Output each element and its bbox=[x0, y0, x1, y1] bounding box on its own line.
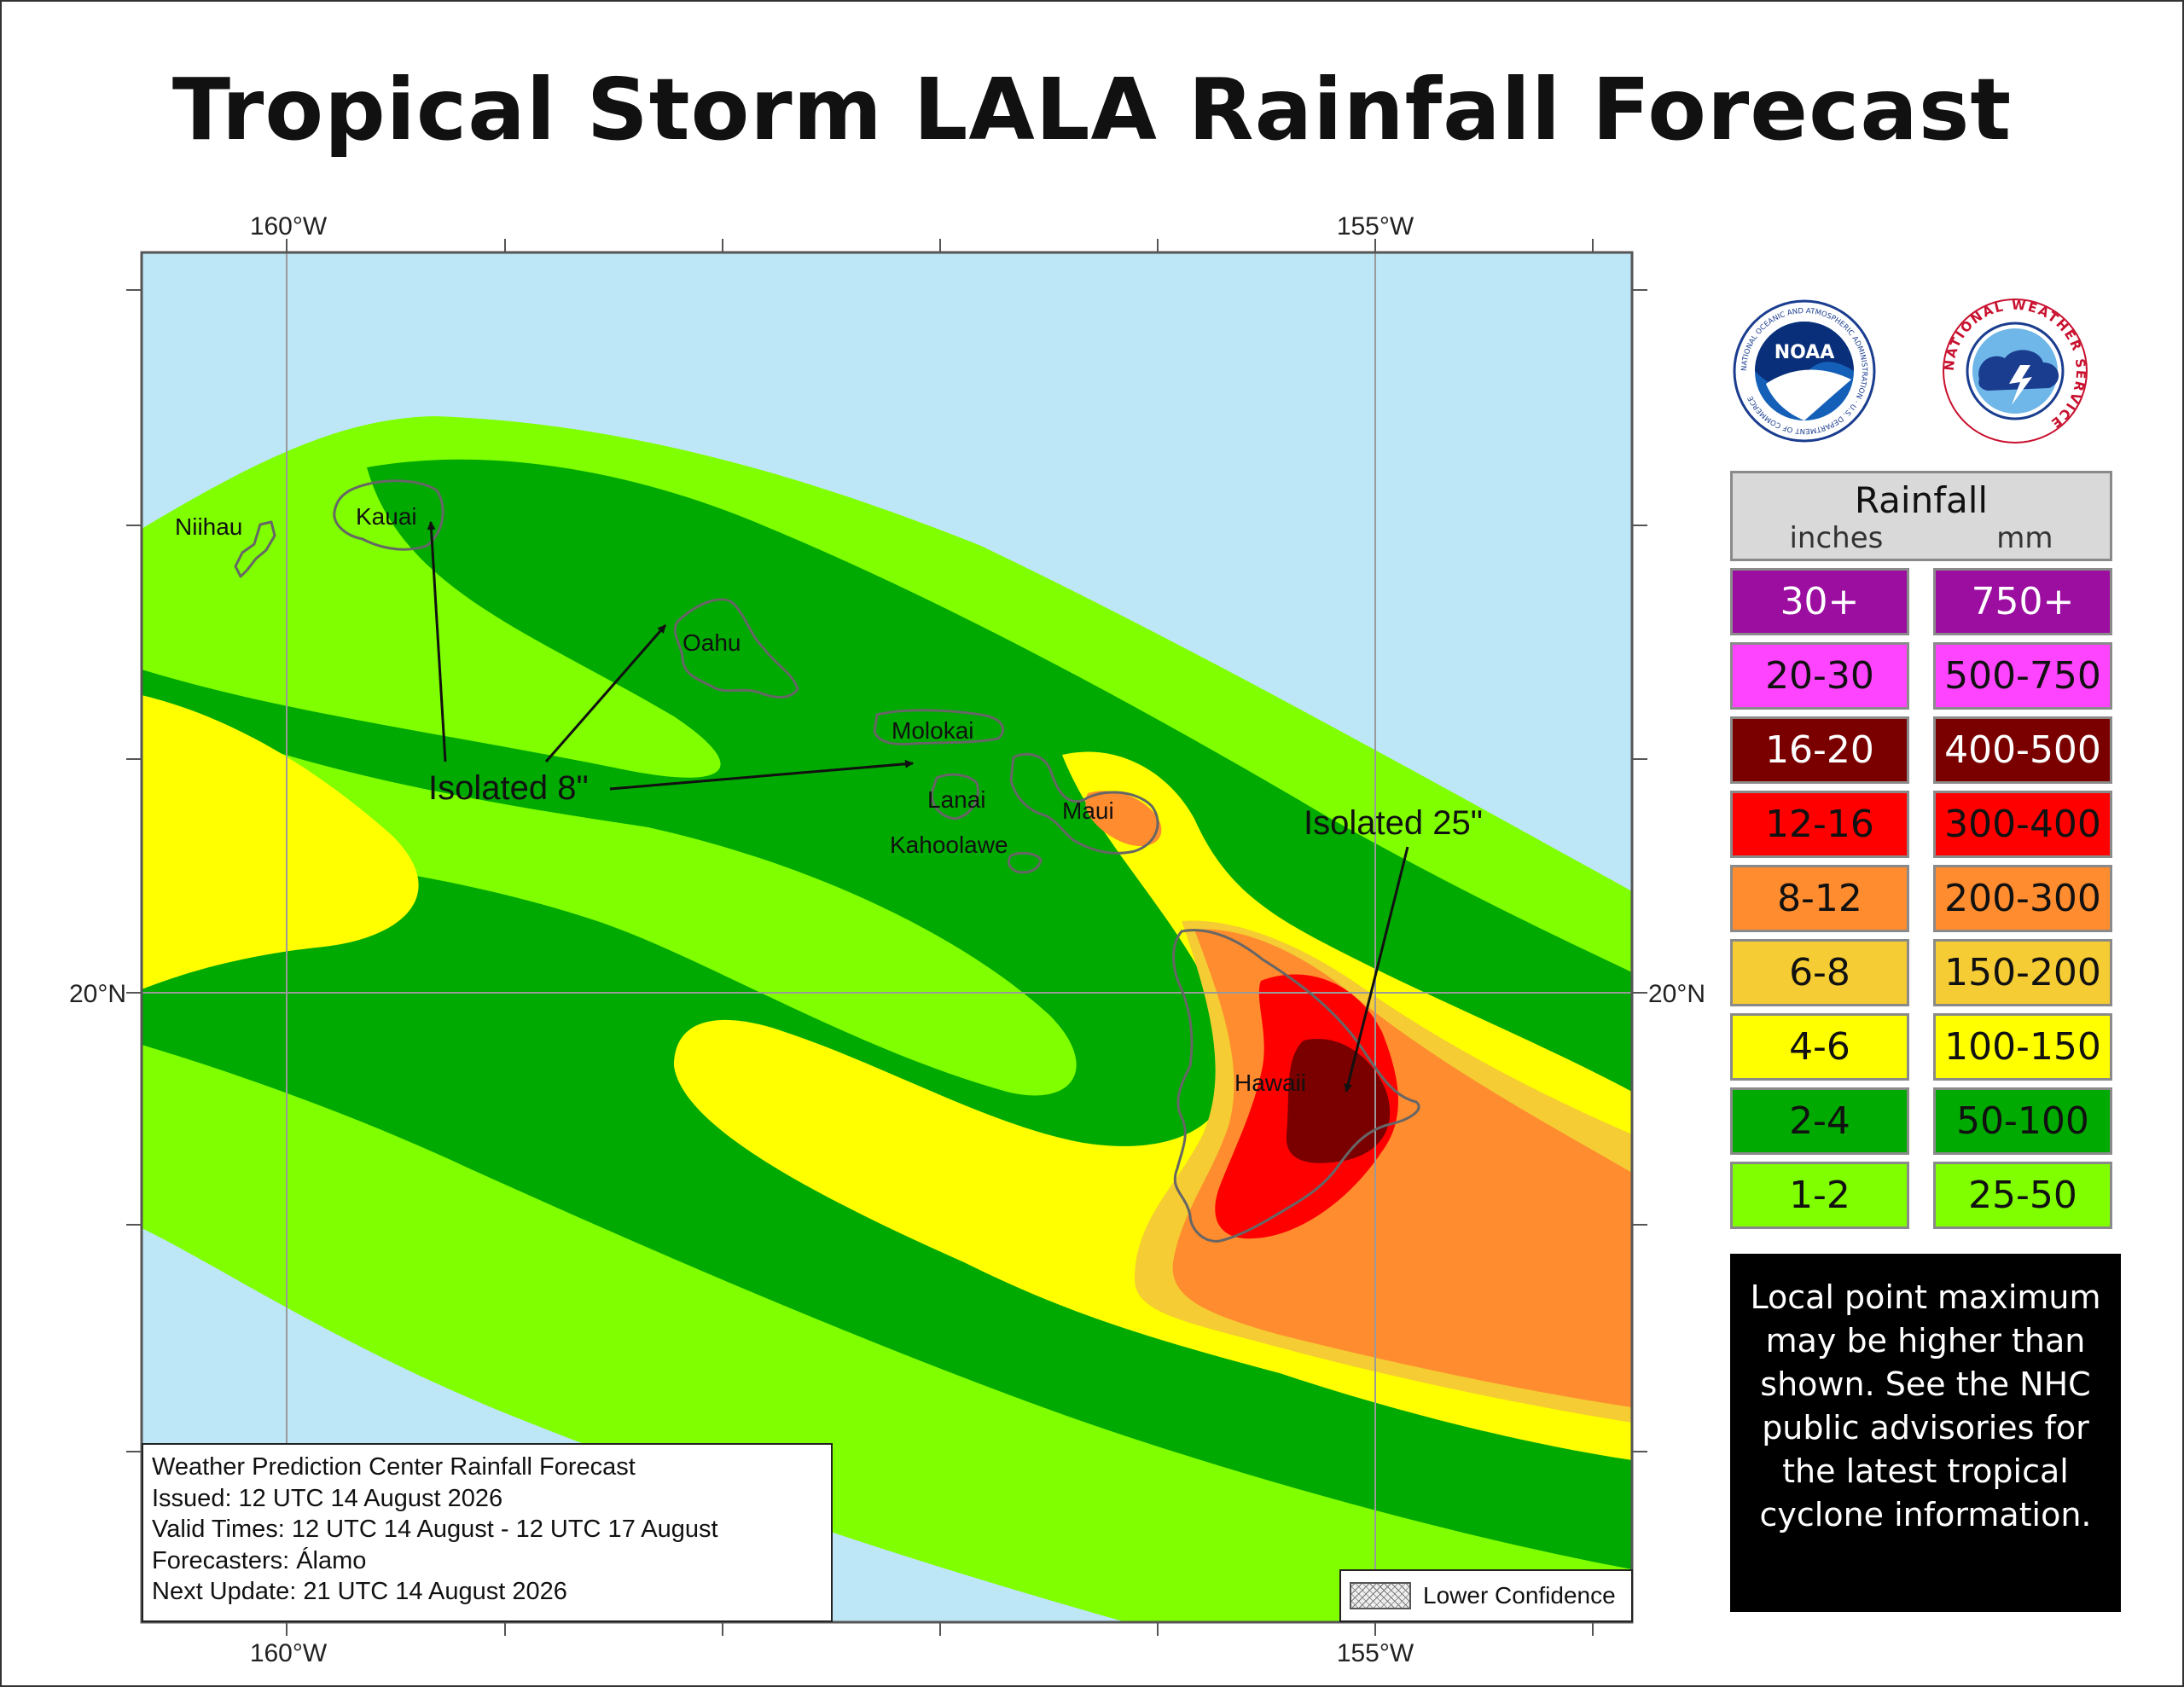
legend-row: 2-4 50-100 bbox=[1730, 1087, 2112, 1155]
legend-row: 1-2 25-50 bbox=[1730, 1162, 2112, 1229]
info-line-product: Weather Prediction Center Rainfall Forec… bbox=[152, 1453, 636, 1481]
island-niihau-outline bbox=[234, 520, 276, 578]
island-lanai-outline bbox=[930, 773, 979, 820]
forecast-info-box: Weather Prediction Center Rainfall Forec… bbox=[142, 1443, 833, 1622]
legend-row: 8-12 200-300 bbox=[1730, 865, 2112, 932]
legend-cell-inches: 20-30 bbox=[1730, 642, 1909, 710]
legend-cell-mm: 100-150 bbox=[1933, 1013, 2112, 1081]
rainfall-legend: Rainfall inches mm 30+ 750+ 20-30 500-750 16… bbox=[1730, 471, 2112, 1229]
legend-cell-inches: 2-4 bbox=[1730, 1087, 1909, 1155]
hatch-swatch bbox=[1350, 1582, 1411, 1609]
legend-cell-inches: 6-8 bbox=[1730, 939, 1909, 1006]
info-line-next-update: Next Update: 21 UTC 14 August 2026 bbox=[152, 1578, 567, 1605]
noaa-logo-text: NOAA bbox=[1774, 342, 1835, 363]
page-title: Tropical Storm LALA Rainfall Forecast bbox=[171, 60, 2013, 159]
legend-cell-inches: 4-6 bbox=[1730, 1013, 1909, 1081]
island-molokai-outline bbox=[873, 709, 1005, 745]
island-hawaii-outline bbox=[1172, 929, 1420, 1243]
annotation-arrows-8 bbox=[427, 521, 914, 791]
island-outlines bbox=[234, 479, 1420, 1243]
legend-row: 6-8 150-200 bbox=[1730, 939, 2112, 1006]
legend-cell-inches: 1-2 bbox=[1730, 1162, 1909, 1229]
legend-cell-inches: 30+ bbox=[1730, 568, 1909, 635]
legend-col-mm: mm bbox=[1996, 521, 2053, 555]
legend-cell-mm: 25-50 bbox=[1933, 1162, 2112, 1229]
legend-cell-mm: 500-750 bbox=[1933, 642, 2112, 710]
legend-cell-inches: 12-16 bbox=[1730, 791, 1909, 858]
rain-band-16-20 bbox=[1286, 1039, 1391, 1163]
island-kauai-outline bbox=[333, 479, 444, 551]
map-ticks bbox=[126, 239, 1647, 1636]
legend-cell-mm: 400-500 bbox=[1933, 716, 2112, 784]
disclaimer-note: Local point maximum may be higher than s… bbox=[1730, 1254, 2121, 1612]
island-maui-outline bbox=[1009, 752, 1159, 855]
lon-label-160w-top: 160°W bbox=[250, 212, 328, 241]
annotation-isolated-8: Isolated 8" bbox=[428, 769, 589, 807]
legend-header: Rainfall inches mm bbox=[1730, 471, 2112, 561]
island-label-kauai: Kauai bbox=[356, 503, 417, 530]
island-label-hawaii: Hawaii bbox=[1234, 1070, 1306, 1096]
legend-rows: 30+ 750+ 20-30 500-750 16-20 400-500 12-16 300-… bbox=[1730, 568, 2112, 1229]
legend-cell-inches: 8-12 bbox=[1730, 865, 1909, 932]
legend-cell-inches: 16-20 bbox=[1730, 716, 1909, 784]
graticule bbox=[142, 252, 1632, 1622]
island-oahu-outline bbox=[673, 598, 799, 699]
map-border bbox=[140, 251, 1634, 1624]
rain-band-1-2-inner bbox=[142, 704, 1077, 1096]
lat-label-20n-right: 20°N bbox=[1648, 980, 1705, 1008]
nws-logo-icon: NATIONAL WEATHER SERVICE bbox=[1942, 299, 2088, 443]
island-label-oahu: Oahu bbox=[682, 629, 741, 656]
island-kahoolawe-outline bbox=[1007, 851, 1043, 874]
island-label-niihau: Niihau bbox=[175, 513, 242, 540]
annotation-arrow-25 bbox=[1344, 846, 1409, 1093]
legend-row: 30+ 750+ bbox=[1730, 568, 2112, 635]
annotation-isolated-25: Isolated 25" bbox=[1304, 804, 1483, 842]
legend-row: 4-6 100-150 bbox=[1730, 1013, 2112, 1081]
legend-row: 16-20 400-500 bbox=[1730, 716, 2112, 784]
island-label-maui: Maui bbox=[1062, 797, 1114, 824]
lon-label-155w-bottom: 155°W bbox=[1337, 1639, 1414, 1667]
legend-cell-mm: 750+ bbox=[1933, 568, 2112, 635]
rain-band-4-6-west bbox=[142, 695, 419, 989]
agency-logos: NOAA NATIONAL OCEANIC AND ATMOSPHERIC AD… bbox=[1733, 299, 2088, 443]
info-line-forecasters: Forecasters: Álamo bbox=[152, 1546, 367, 1574]
legend-cell-mm: 150-200 bbox=[1933, 939, 2112, 1006]
legend-cell-mm: 50-100 bbox=[1933, 1087, 2112, 1155]
island-label-molokai: Molokai bbox=[892, 717, 973, 744]
info-line-valid-times: Valid Times: 12 UTC 14 August - 12 UTC 1… bbox=[152, 1516, 718, 1543]
legend-row: 12-16 300-400 bbox=[1730, 791, 2112, 858]
rain-spot-maui-8-12 bbox=[1085, 791, 1162, 847]
legend-title: Rainfall bbox=[1854, 479, 1989, 521]
lon-label-160w-bottom: 160°W bbox=[250, 1639, 328, 1667]
lower-confidence-label: Lower Confidence bbox=[1423, 1582, 1616, 1609]
legend-col-inches: inches bbox=[1789, 521, 1884, 555]
noaa-logo-icon: NOAA NATIONAL OCEANIC AND ATMOSPHERIC AD… bbox=[1733, 299, 1876, 443]
info-line-issued: Issued: 12 UTC 14 August 2026 bbox=[152, 1484, 503, 1512]
lat-label-20n-left: 20°N bbox=[69, 980, 126, 1008]
lon-label-155w-top: 155°W bbox=[1337, 212, 1414, 241]
legend-row: 20-30 500-750 bbox=[1730, 642, 2112, 710]
legend-cell-mm: 200-300 bbox=[1933, 865, 2112, 932]
island-label-kahoolawe: Kahoolawe bbox=[890, 832, 1008, 858]
island-label-lanai: Lanai bbox=[927, 786, 986, 813]
legend-cell-mm: 300-400 bbox=[1933, 791, 2112, 858]
lower-confidence-key: Lower Confidence bbox=[1339, 1569, 1633, 1622]
